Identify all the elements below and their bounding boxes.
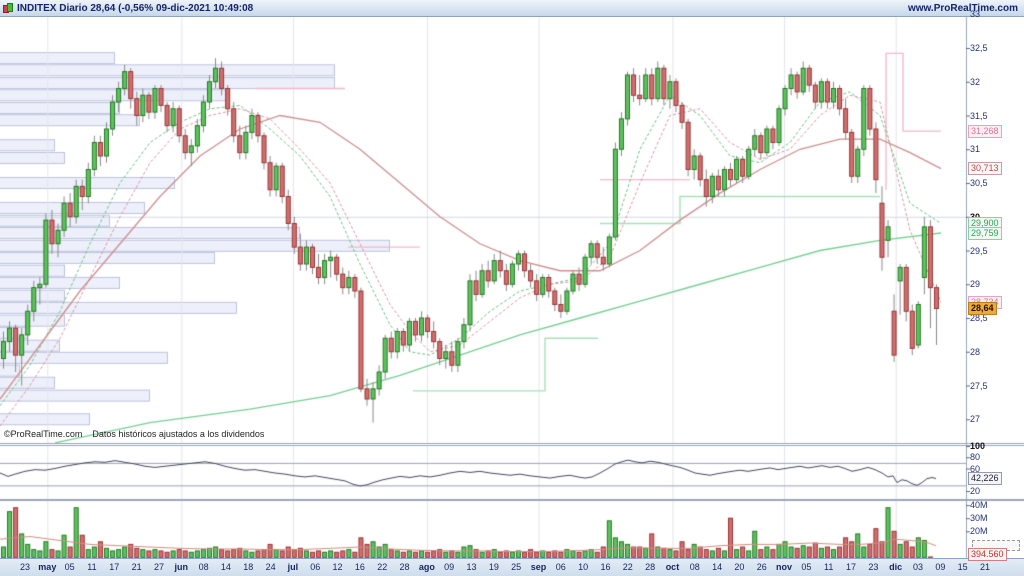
month-label: ago xyxy=(418,562,435,572)
price-tick-label: 27,5 xyxy=(970,380,988,391)
price-tick-label: 28 xyxy=(970,346,981,357)
price-tick-label: 29,5 xyxy=(970,245,988,256)
price-tick-label: 30 xyxy=(970,212,980,222)
date-label: 15 xyxy=(957,562,968,572)
month-label: oct xyxy=(665,562,680,572)
date-label: 08 xyxy=(198,562,209,572)
rsi-tick-label: 20 xyxy=(970,486,981,496)
copyright-text: ©ProRealTime.com xyxy=(4,429,83,439)
date-label: 19 xyxy=(488,562,499,572)
price-tick-label: 28,5 xyxy=(970,313,988,323)
date-label: 12 xyxy=(332,562,343,572)
candlestick-mini-icon xyxy=(3,3,13,13)
date-label: 16 xyxy=(354,562,365,572)
date-label: 28 xyxy=(399,562,410,572)
price-tick-label: 32,5 xyxy=(970,43,988,53)
price-tick-label: 32 xyxy=(970,76,981,87)
rsi-tick-label: 80 xyxy=(970,452,981,463)
date-label: 05 xyxy=(801,562,812,572)
date-label: 17 xyxy=(846,562,857,572)
month-label: dic xyxy=(889,562,903,572)
date-label: 17 xyxy=(109,562,120,572)
rsi-tick-label: 60 xyxy=(970,463,981,474)
month-label: may xyxy=(38,562,57,572)
date-label: 22 xyxy=(622,562,633,572)
copyright-note: ©ProRealTime.com Datos históricos ajustad… xyxy=(4,429,264,439)
date-label: 14 xyxy=(712,562,723,572)
date-label: 13 xyxy=(466,562,477,572)
instrument-title: INDITEX Diario 28,64 (-0,56% 09-dic-2021… xyxy=(17,2,254,14)
date-label: 06 xyxy=(555,562,566,572)
time-axis[interactable]: 23 may 05 11 17 21 27 jun 08 14 18 24 jul 06 12 16 22 28 a… xyxy=(0,558,1024,576)
date-label: 24 xyxy=(265,562,276,572)
date-label: 08 xyxy=(689,562,700,572)
price-tick-label: 30,5 xyxy=(970,178,988,188)
chart-header: INDITEX Diario 28,64 (-0,56% 09-dic-2021… xyxy=(0,0,1024,17)
date-label: 27 xyxy=(153,562,164,572)
prorealtime-url[interactable]: www.ProRealTime.com xyxy=(907,2,1018,14)
date-label: 21 xyxy=(131,562,142,572)
indicator-value-label: 30,713 xyxy=(968,162,1002,176)
date-label: 28 xyxy=(645,562,656,572)
price-tick-label: 31,5 xyxy=(970,110,988,121)
price-tick-label: 29 xyxy=(970,279,981,290)
volume-value-label: 394.560 xyxy=(968,548,1007,561)
date-label: 23 xyxy=(19,562,31,572)
volume-tick-label: 30M xyxy=(970,513,988,524)
month-label: sep xyxy=(530,562,547,572)
month-label: jun xyxy=(174,562,189,572)
indicator-value-label: 29,759 xyxy=(968,226,1002,240)
dividends-note: Datos históricos ajustados a los dividen… xyxy=(92,429,265,439)
date-label: 26 xyxy=(756,562,767,572)
date-label: 21 xyxy=(979,562,991,572)
price-tick-label: 27 xyxy=(970,414,981,425)
date-label: 10 xyxy=(578,562,589,572)
rsi-value-label: 42,226 xyxy=(968,471,1002,485)
date-label: 03 xyxy=(913,562,924,572)
date-label: 14 xyxy=(220,562,231,572)
month-label: jul xyxy=(287,562,299,572)
price-tick-label: 33 xyxy=(970,9,981,20)
price-tick-label: 31 xyxy=(970,144,981,155)
date-label: 22 xyxy=(377,562,388,572)
date-label: 20 xyxy=(734,562,745,572)
date-label: 11 xyxy=(824,562,834,572)
date-label: 25 xyxy=(511,562,522,572)
last-price-label: 28,64 xyxy=(968,302,997,316)
date-label: 05 xyxy=(64,562,75,572)
date-label: 11 xyxy=(87,562,97,572)
month-label: nov xyxy=(776,562,793,572)
rsi-tick-label: 100 xyxy=(970,441,986,451)
volume-tick-label: 20M xyxy=(970,526,988,537)
date-label: 09 xyxy=(444,562,455,572)
date-label: 09 xyxy=(935,562,946,572)
date-label: 16 xyxy=(600,562,611,572)
date-label: 18 xyxy=(243,562,254,572)
date-label: 23 xyxy=(868,562,879,572)
date-label: 06 xyxy=(310,562,321,572)
volume-tick-label: 40M xyxy=(970,500,988,511)
indicator-value-label: 31,268 xyxy=(968,124,1002,138)
